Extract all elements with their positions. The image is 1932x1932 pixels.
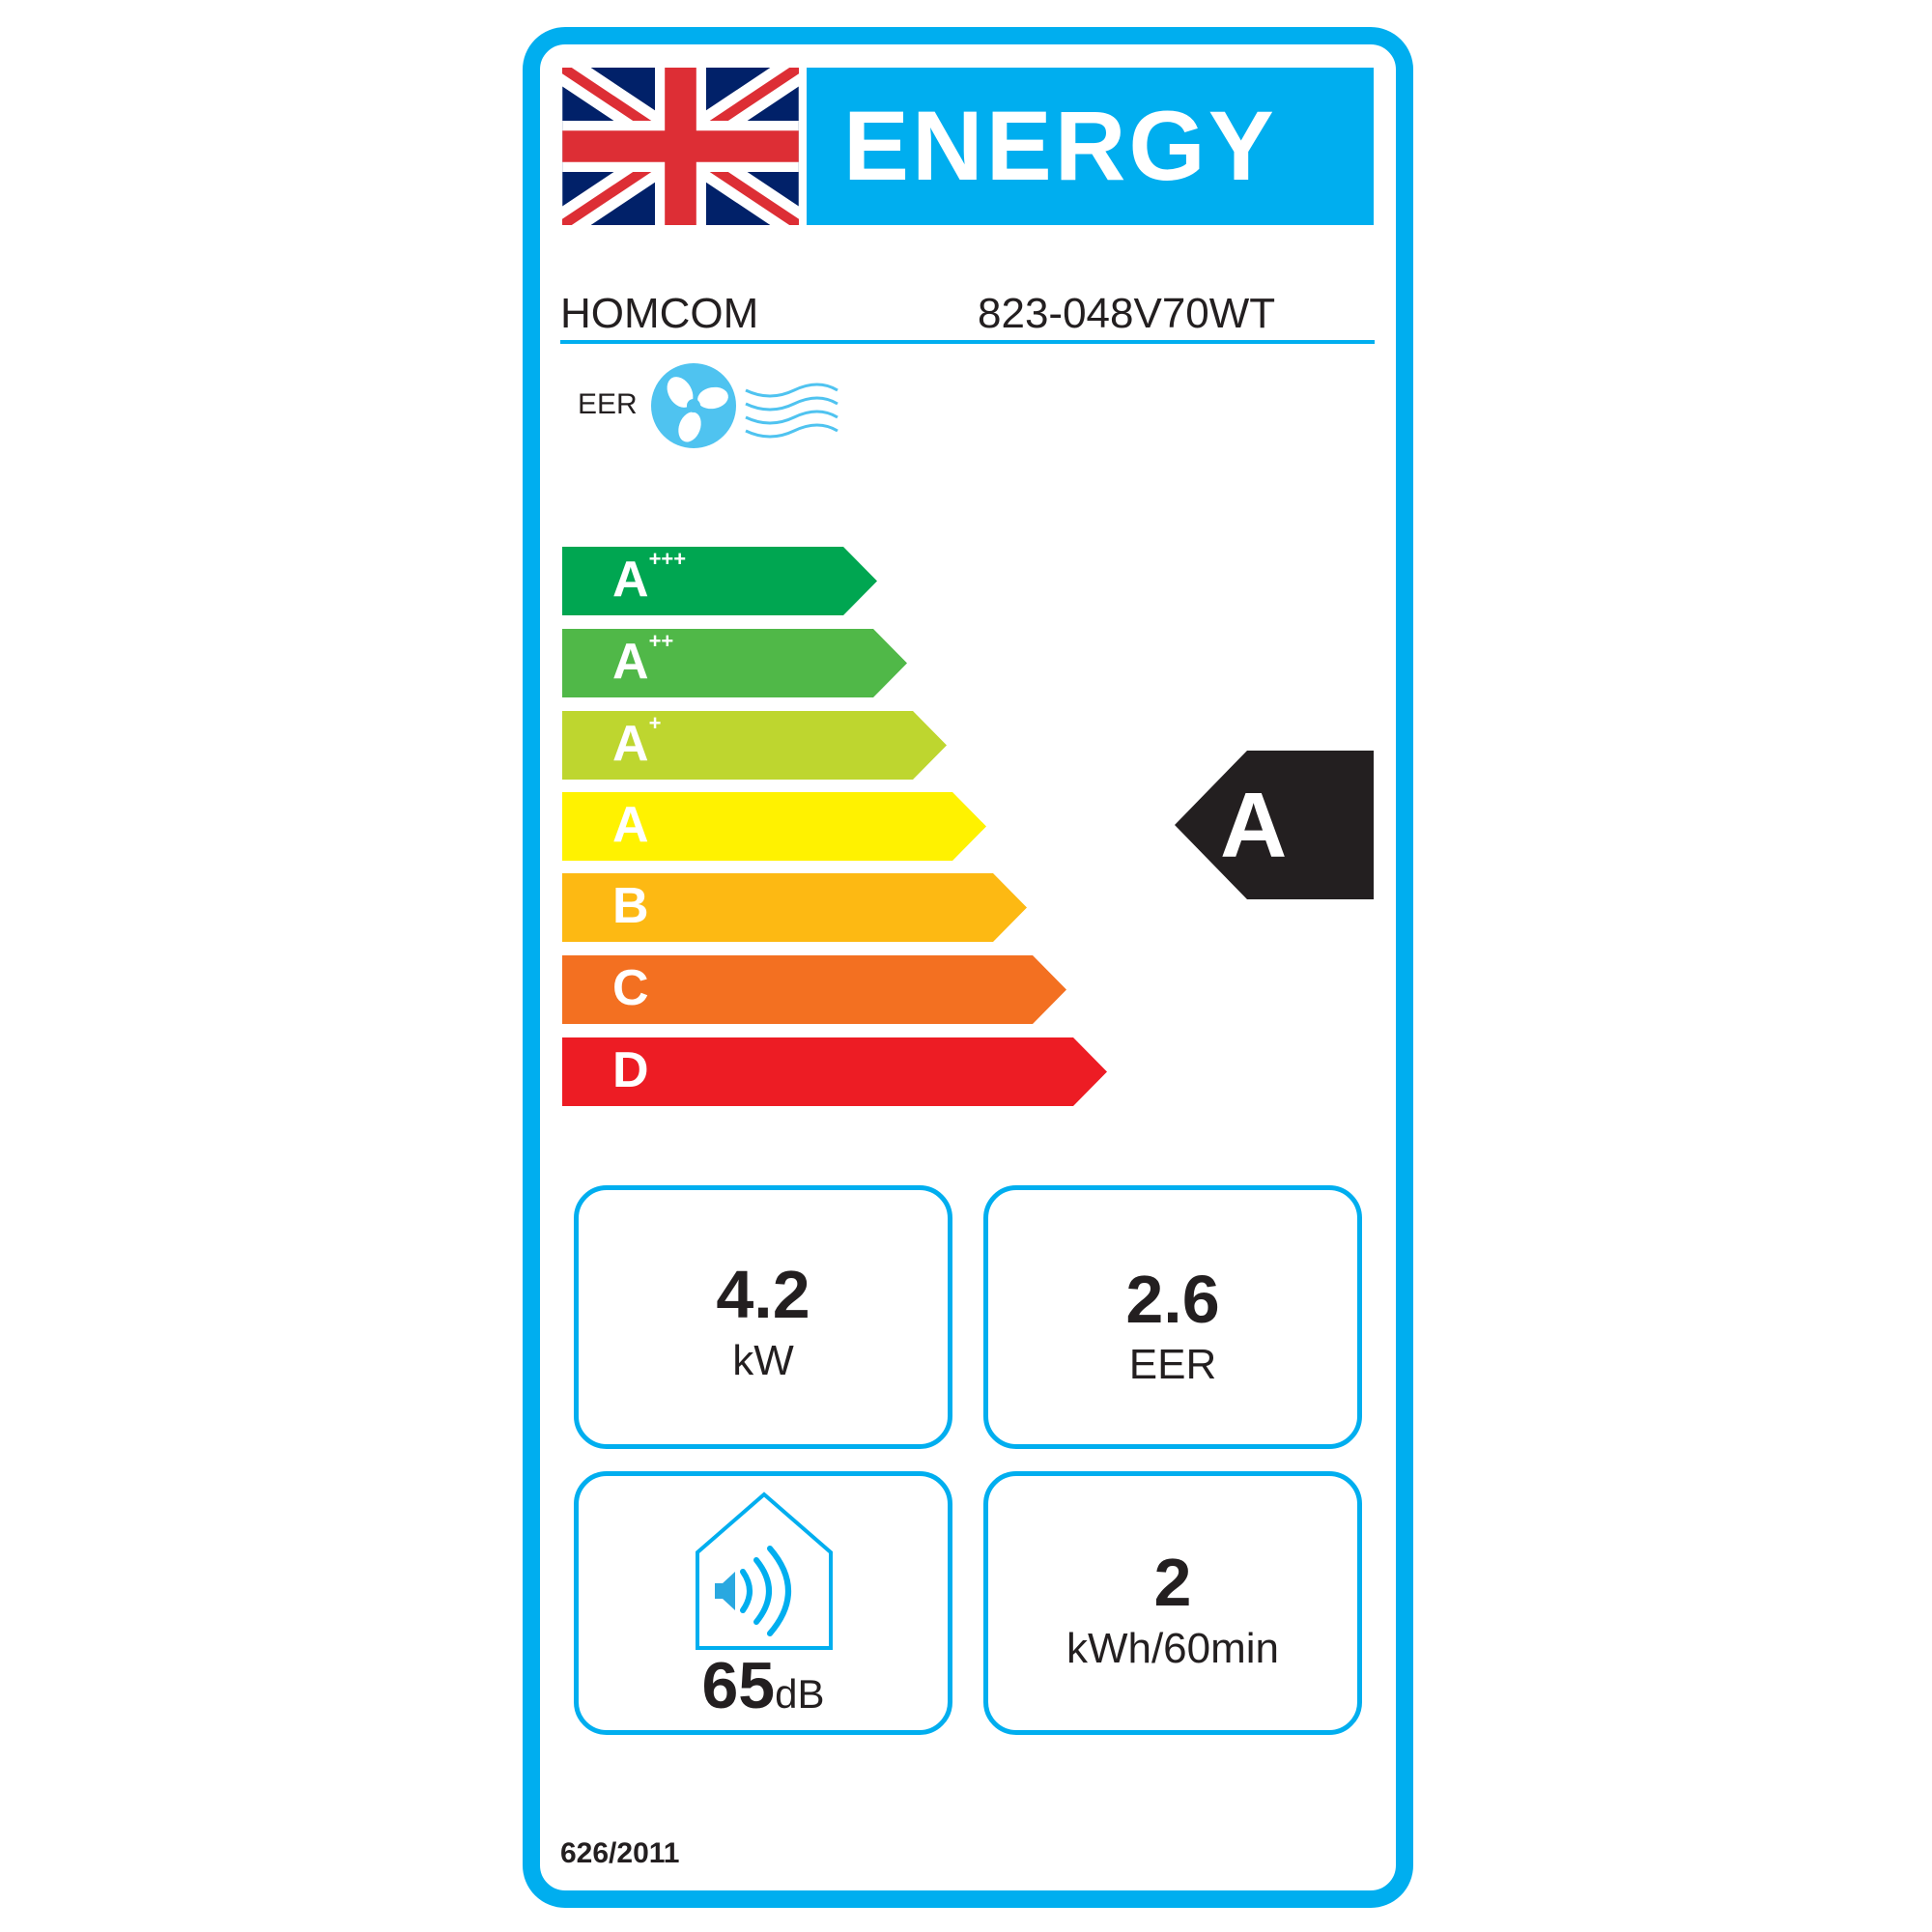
eer-box: 2.6 EER bbox=[983, 1185, 1362, 1449]
model-number: 823-048V70WT bbox=[978, 290, 1276, 337]
consumption-box: 2 kWh/60min bbox=[983, 1471, 1362, 1735]
scale-bar-ap: A+ bbox=[562, 711, 948, 780]
scale-bar-d: D bbox=[562, 1037, 1108, 1106]
regulation-number: 626/2011 bbox=[560, 1837, 680, 1869]
scale-bar-label: A+++ bbox=[612, 547, 687, 608]
scale-bar-shape bbox=[562, 873, 1027, 942]
noise-box: 65dB bbox=[574, 1471, 952, 1735]
scale-bar-shape bbox=[562, 547, 877, 615]
scale-bar-shape bbox=[562, 629, 907, 697]
consumption-unit: kWh/60min bbox=[1065, 1625, 1280, 1672]
scale-bar-app: A++ bbox=[562, 629, 908, 697]
house-speaker-icon bbox=[696, 1492, 833, 1650]
divider bbox=[560, 340, 1375, 344]
scale-bar-c: C bbox=[562, 955, 1067, 1024]
eer-unit: EER bbox=[1128, 1341, 1217, 1388]
scale-bar-label: A bbox=[612, 797, 649, 853]
noise-reading: 65dB bbox=[579, 1648, 948, 1723]
rating-letter: A bbox=[1220, 774, 1288, 877]
scale-bar-label: A+ bbox=[612, 711, 662, 772]
scale-bar-shape bbox=[562, 955, 1066, 1024]
scale-bar-shape bbox=[562, 792, 986, 861]
energy-title: ENERGY bbox=[807, 68, 1374, 225]
scale-bar-label: B bbox=[612, 878, 649, 934]
capacity-unit: kW bbox=[732, 1337, 794, 1384]
noise-value: 65 bbox=[701, 1649, 776, 1722]
eer-value: 2.6 bbox=[1125, 1262, 1220, 1337]
supplier-name: HOMCOM bbox=[560, 290, 759, 337]
fan-cooling-icon bbox=[651, 363, 838, 448]
scale-bar-label: A++ bbox=[612, 629, 674, 690]
consumption-value: 2 bbox=[1153, 1545, 1192, 1620]
capacity-box: 4.2 kW bbox=[574, 1185, 952, 1449]
capacity-value: 4.2 bbox=[716, 1257, 810, 1332]
rating-arrow bbox=[1175, 751, 1374, 899]
uk-flag-icon bbox=[562, 68, 799, 225]
scale-bar-b: B bbox=[562, 873, 1028, 942]
noise-unit: dB bbox=[775, 1671, 825, 1717]
scale-bar-appp: A+++ bbox=[562, 547, 878, 615]
scale-bar-label: D bbox=[612, 1042, 649, 1098]
scale-bar-shape bbox=[562, 1037, 1107, 1106]
scale-bar-shape bbox=[562, 711, 947, 780]
function-label: EER bbox=[578, 388, 638, 420]
scale-bar-a: A bbox=[562, 792, 987, 861]
scale-bar-label: C bbox=[612, 960, 649, 1016]
label-frame bbox=[523, 27, 1413, 1908]
